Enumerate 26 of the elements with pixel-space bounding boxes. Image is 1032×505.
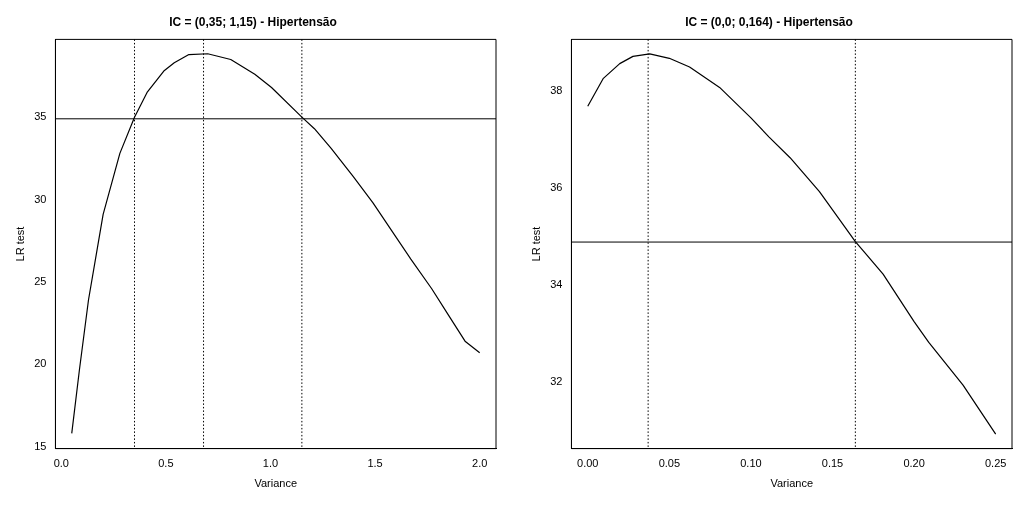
- y-tick-label: 36: [550, 180, 563, 193]
- x-tick-label: 0.15: [821, 457, 844, 470]
- x-tick-label: 0.10: [740, 457, 762, 470]
- y-axis-title: LR test: [529, 226, 542, 262]
- y-tick-label: 34: [550, 277, 563, 290]
- x-axis-title: Variance: [254, 477, 298, 490]
- x-tick-label: 0.05: [658, 457, 681, 470]
- x-axis-title: Variance: [770, 477, 814, 490]
- x-tick-label: 2.0: [472, 457, 488, 470]
- y-tick-label: 20: [34, 357, 47, 370]
- x-tick-label: 0.5: [158, 457, 174, 470]
- y-axis-title: LR test: [13, 226, 26, 262]
- y-tick-label: 32: [550, 374, 563, 387]
- x-tick-label: 1.0: [262, 457, 279, 470]
- x-tick-label: 0.20: [903, 457, 925, 470]
- y-tick-label: 30: [34, 192, 47, 205]
- x-tick-label: 1.5: [367, 457, 383, 470]
- x-tick-label: 0.0: [53, 457, 69, 470]
- y-tick-label: 35: [34, 110, 47, 123]
- x-tick-label: 0.25: [984, 457, 1007, 470]
- chart-title: IC = (0,0; 0,164) - Hipertensão: [685, 14, 853, 29]
- x-tick-label: 0.00: [577, 457, 599, 470]
- y-tick-label: 38: [550, 83, 563, 96]
- chart-title: IC = (0,35; 1,15) - Hipertensão: [169, 14, 337, 29]
- y-tick-label: 25: [34, 274, 47, 287]
- y-tick-label: 15: [34, 439, 47, 452]
